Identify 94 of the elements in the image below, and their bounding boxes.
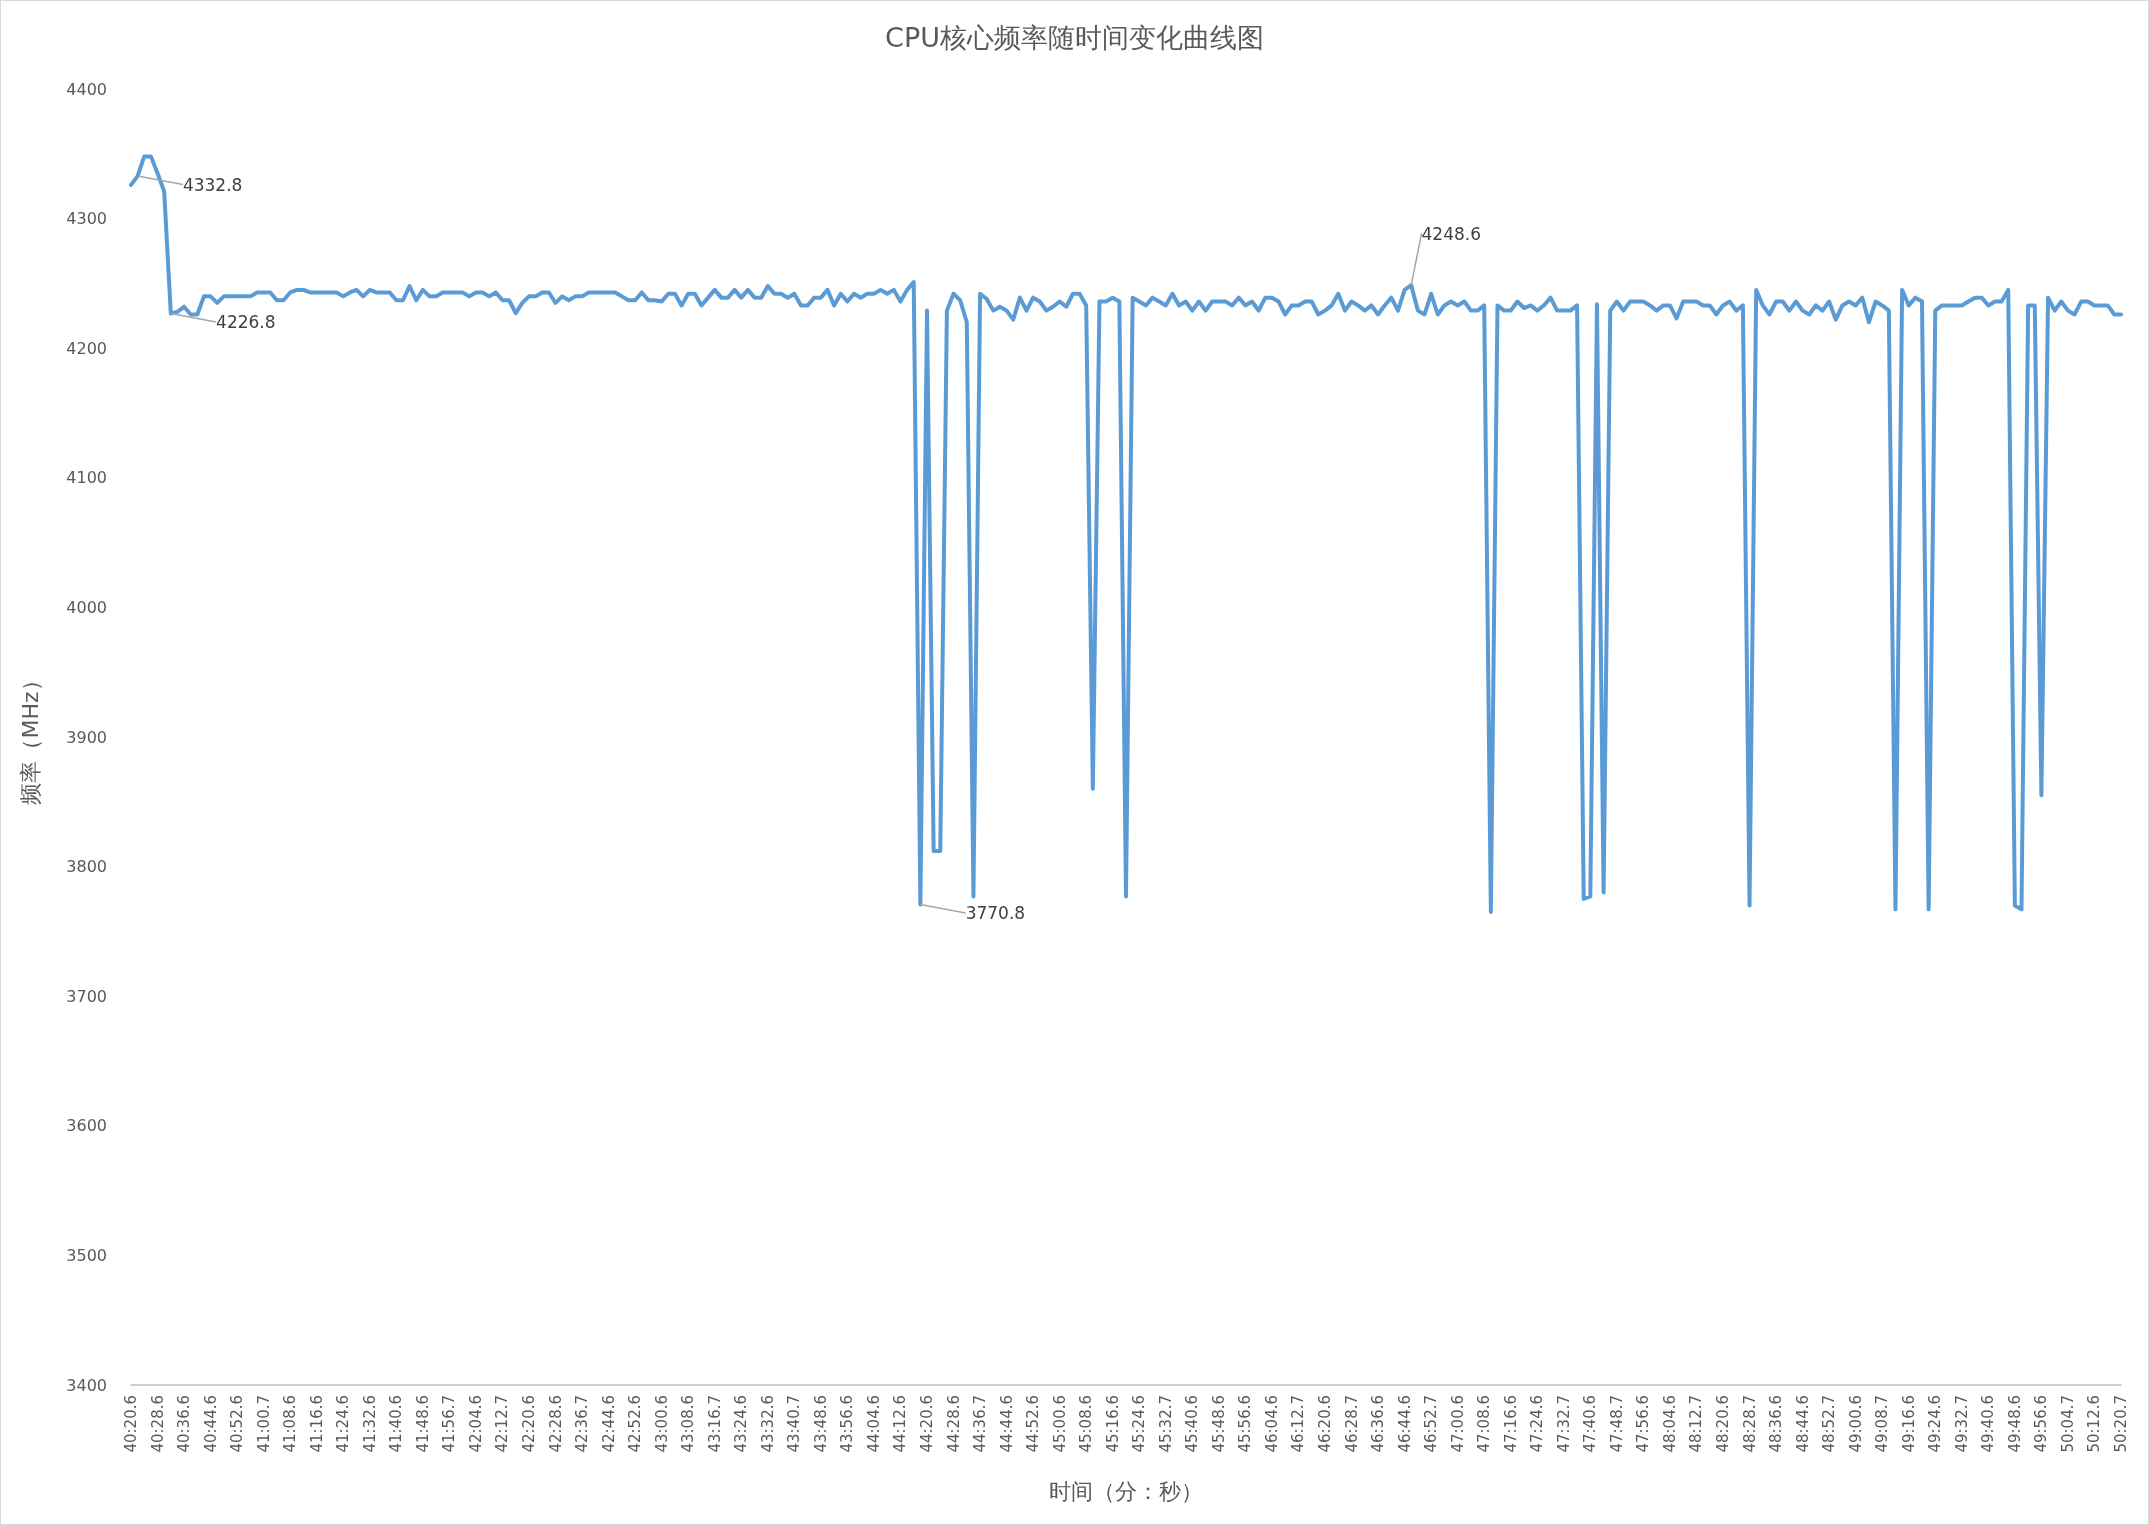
y-tick-label: 3600 (66, 1116, 107, 1136)
x-tick-label: 48:44.6 (1793, 1395, 1812, 1453)
x-tick-label: 45:00.6 (1050, 1395, 1069, 1453)
x-tick-label: 44:12.6 (891, 1395, 910, 1453)
y-tick-label: 4200 (66, 338, 107, 358)
y-tick-label: 3500 (66, 1245, 107, 1265)
x-tick-label: 40:20.6 (122, 1395, 140, 1453)
x-tick-label: 49:16.6 (1899, 1395, 1918, 1453)
x-tick-label: 41:08.6 (281, 1395, 300, 1453)
chart-title: CPU核心频率随时间变化曲线图 (885, 22, 1264, 53)
x-tick-label: 49:00.6 (1846, 1395, 1865, 1453)
x-tick-label: 48:36.6 (1767, 1395, 1786, 1453)
y-tick-label: 3400 (66, 1375, 107, 1395)
x-tick-label: 41:00.7 (254, 1395, 273, 1453)
x-tick-label: 42:36.7 (573, 1395, 592, 1453)
x-tick-label: 44:04.6 (864, 1395, 883, 1453)
x-tick-label: 43:00.6 (652, 1395, 671, 1453)
x-tick-label: 42:52.6 (626, 1395, 645, 1453)
x-tick-label: 41:32.6 (360, 1395, 379, 1453)
y-tick-label: 4000 (66, 597, 107, 617)
x-tick-label: 44:36.7 (971, 1395, 990, 1453)
x-tick-label: 46:28.7 (1342, 1395, 1361, 1453)
x-tick-label: 45:48.6 (1209, 1395, 1228, 1453)
x-tick-label: 44:44.6 (997, 1395, 1016, 1453)
y-tick-label: 4300 (66, 209, 107, 229)
x-tick-label: 42:20.6 (520, 1395, 538, 1453)
x-tick-label: 47:00.6 (1448, 1395, 1467, 1453)
x-tick-label: 44:20.6 (918, 1395, 936, 1453)
x-tick-label: 41:48.6 (413, 1395, 432, 1453)
x-tick-label: 46:20.6 (1316, 1395, 1334, 1453)
x-axis-title: 时间（分：秒） (1049, 1478, 1203, 1504)
x-tick-label: 47:24.6 (1528, 1395, 1547, 1453)
x-tick-label: 48:12.7 (1687, 1395, 1706, 1453)
y-tick-label: 3900 (66, 727, 107, 747)
x-tick-label: 41:16.6 (307, 1395, 326, 1453)
x-tick-label: 40:52.6 (228, 1395, 247, 1453)
x-tick-label: 47:56.6 (1634, 1395, 1653, 1453)
x-tick-label: 50:20.7 (2112, 1395, 2130, 1453)
x-tick-label: 43:48.6 (811, 1395, 830, 1453)
data-label: 3770.8 (965, 902, 1026, 923)
x-tick-label: 49:56.6 (2032, 1395, 2051, 1453)
x-tick-label: 43:40.7 (785, 1395, 804, 1453)
x-tick-label: 48:28.7 (1740, 1395, 1759, 1453)
x-tick-label: 42:44.6 (599, 1395, 618, 1453)
x-tick-label: 48:52.7 (1820, 1395, 1839, 1453)
x-tick-label: 44:28.6 (944, 1395, 963, 1453)
x-tick-label: 46:44.6 (1395, 1395, 1414, 1453)
x-tick-label: 48:20.6 (1714, 1395, 1732, 1453)
x-tick-label: 47:16.6 (1501, 1395, 1520, 1453)
x-tick-label: 43:16.7 (705, 1395, 724, 1453)
x-tick-label: 40:36.6 (175, 1395, 194, 1453)
x-tick-label: 45:32.7 (1156, 1395, 1175, 1453)
x-tick-label: 45:24.6 (1130, 1395, 1149, 1453)
y-tick-label: 4400 (66, 79, 107, 99)
y-axis-title: 频率（MHz） (17, 669, 43, 805)
x-tick-label: 50:12.6 (2085, 1395, 2104, 1453)
x-tick-label: 44:52.6 (1024, 1395, 1043, 1453)
x-tick-label: 40:44.6 (201, 1395, 220, 1453)
x-tick-label: 47:08.6 (1475, 1395, 1494, 1453)
x-tick-label: 49:24.6 (1926, 1395, 1945, 1453)
data-label: 4332.8 (182, 174, 243, 195)
x-tick-label: 43:24.6 (732, 1395, 751, 1453)
x-tick-label: 42:04.6 (466, 1395, 485, 1453)
x-tick-label: 49:48.6 (2005, 1395, 2024, 1453)
y-tick-label: 4100 (66, 468, 107, 488)
x-tick-label: 49:08.7 (1873, 1395, 1892, 1453)
x-tick-label: 41:40.6 (387, 1395, 406, 1453)
x-tick-label: 46:52.7 (1422, 1395, 1441, 1453)
x-tick-label: 47:32.7 (1554, 1395, 1573, 1453)
x-tick-label: 41:24.6 (334, 1395, 353, 1453)
y-tick-label: 3800 (66, 857, 107, 877)
x-tick-label: 47:40.6 (1581, 1395, 1600, 1453)
x-tick-label: 49:40.6 (1979, 1395, 1998, 1453)
x-tick-label: 47:48.7 (1607, 1395, 1626, 1453)
x-tick-label: 42:28.6 (546, 1395, 565, 1453)
x-tick-label: 40:28.6 (148, 1395, 167, 1453)
x-tick-label: 42:12.7 (493, 1395, 512, 1453)
x-tick-label: 46:04.6 (1262, 1395, 1281, 1453)
x-tick-label: 43:32.6 (758, 1395, 777, 1453)
y-tick-label: 3700 (66, 986, 107, 1006)
data-label: 4226.8 (216, 311, 276, 332)
x-tick-label: 41:56.7 (440, 1395, 459, 1453)
x-tick-label: 49:32.7 (1952, 1395, 1971, 1453)
x-tick-label: 46:12.7 (1289, 1395, 1308, 1453)
x-tick-label: 45:16.6 (1103, 1395, 1122, 1453)
x-tick-label: 46:36.6 (1369, 1395, 1388, 1453)
x-tick-label: 43:08.6 (679, 1395, 698, 1453)
x-tick-label: 43:56.6 (838, 1395, 857, 1453)
x-tick-label: 45:40.6 (1183, 1395, 1202, 1453)
x-tick-label: 50:04.7 (2058, 1395, 2077, 1453)
x-tick-label: 45:56.6 (1236, 1395, 1255, 1453)
data-label: 4248.6 (1421, 223, 1481, 244)
x-tick-label: 45:08.6 (1077, 1395, 1096, 1453)
x-tick-label: 48:04.6 (1660, 1395, 1679, 1453)
